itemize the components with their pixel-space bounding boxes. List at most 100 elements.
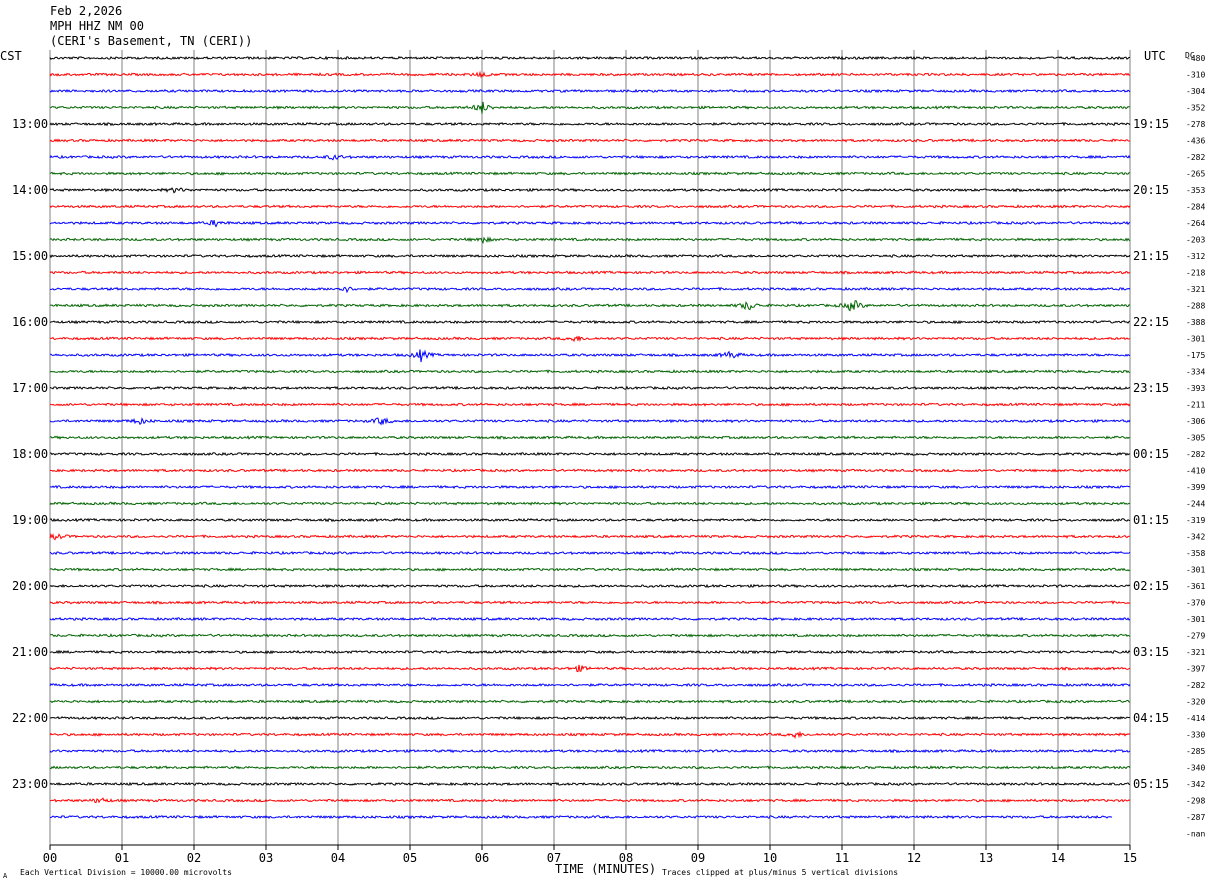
utc-label: 01:15 — [1133, 513, 1169, 527]
trace-34 — [49, 616, 1131, 622]
dc-offset: -342 — [1186, 533, 1205, 542]
trace-4 — [49, 121, 1131, 127]
trace-21 — [49, 402, 1131, 407]
dc-offset: -298 — [1186, 797, 1205, 806]
x-tick-label: 06 — [475, 851, 489, 865]
trace-5 — [49, 138, 1131, 143]
cst-label: 18:00 — [12, 447, 48, 461]
trace-37 — [49, 664, 1131, 673]
header-station: MPH HHZ NM 00 — [50, 19, 144, 33]
minute-gridlines — [49, 50, 1131, 850]
trace-9 — [49, 204, 1131, 209]
cst-label: 23:00 — [12, 777, 48, 791]
dc-offset: -388 — [1186, 318, 1205, 327]
x-tick-label: 15 — [1123, 851, 1137, 865]
x-tick-label: 00 — [43, 851, 57, 865]
dc-offset: -436 — [1186, 137, 1205, 146]
dc-offset: -304 — [1186, 87, 1205, 96]
trace-11 — [49, 236, 1131, 244]
trace-20 — [49, 385, 1131, 391]
trace-0 — [49, 55, 1131, 61]
trace-7 — [50, 171, 1131, 176]
dc-offset: -279 — [1186, 632, 1205, 641]
utc-label: 20:15 — [1133, 183, 1169, 197]
dc-offset: -321 — [1186, 285, 1205, 294]
cst-label: 14:00 — [12, 183, 48, 197]
cst-label: 16:00 — [12, 315, 48, 329]
trace-18 — [50, 349, 1131, 363]
utc-label: 03:15 — [1133, 645, 1169, 659]
dc-offset: -203 — [1186, 236, 1205, 245]
trace-23 — [49, 435, 1131, 440]
dc-offset: -175 — [1186, 351, 1205, 360]
trace-17 — [49, 335, 1131, 343]
dc-offset: -282 — [1186, 153, 1205, 162]
dc-offset: -282 — [1186, 681, 1205, 690]
dc-offset: -306 — [1186, 417, 1205, 426]
x-tick-label: 14 — [1051, 851, 1065, 865]
dc-offset: -288 — [1186, 302, 1205, 311]
utc-label: 00:15 — [1133, 447, 1169, 461]
trace-10 — [49, 220, 1131, 228]
dc-offset: -330 — [1186, 731, 1205, 740]
trace-2 — [49, 88, 1131, 94]
trace-12 — [49, 253, 1131, 259]
dc-offset: -301 — [1186, 566, 1205, 575]
x-tick-labels: 00 01 02 03 04 05 06 07 08 09 10 11 12 13 14 15 — [43, 851, 1137, 865]
x-tick-label: 01 — [115, 851, 129, 865]
dc-offset: -211 — [1186, 401, 1205, 410]
scale-note: Each Vertical Division = 10000.00 microv… — [20, 868, 232, 877]
trace-35 — [49, 633, 1131, 638]
trace-3 — [49, 101, 1131, 114]
trace-36 — [49, 649, 1131, 655]
dc-offset: -282 — [1186, 450, 1205, 459]
dc-offset: -244 — [1186, 500, 1205, 509]
trace-43 — [49, 765, 1131, 770]
dc-offset: -352 — [1186, 104, 1205, 113]
dc-offset: -334 — [1186, 368, 1205, 377]
trace-42 — [49, 748, 1131, 754]
dc-offset: -305 — [1186, 434, 1205, 443]
dc-offset: -319 — [1186, 516, 1205, 525]
dc-offset: -285 — [1186, 747, 1205, 756]
cst-label: 19:00 — [12, 513, 48, 527]
trace-19 — [49, 369, 1131, 374]
x-axis-title: TIME (MINUTES) — [555, 862, 656, 876]
trace-28 — [49, 517, 1131, 523]
cst-label: 22:00 — [12, 711, 48, 725]
trace-44 — [49, 781, 1131, 787]
dc-offset: -399 — [1186, 483, 1205, 492]
dc-offset: -480 — [1186, 54, 1205, 63]
dc-offset: -310 — [1186, 71, 1205, 80]
x-tick-label: 02 — [187, 851, 201, 865]
dc-offset: -278 — [1186, 120, 1205, 129]
dc-offset: -358 — [1186, 549, 1205, 558]
utc-label: 21:15 — [1133, 249, 1169, 263]
trace-13 — [49, 270, 1131, 275]
dc-offset: -340 — [1186, 764, 1205, 773]
trace-33 — [49, 600, 1131, 605]
dc-offset: -361 — [1186, 582, 1205, 591]
trace-24 — [49, 451, 1131, 457]
dc-offset: -321 — [1186, 648, 1205, 657]
corner-mark: A — [3, 872, 8, 880]
cst-label: 17:00 — [12, 381, 48, 395]
trace-40 — [49, 715, 1131, 721]
dc-offset: -353 — [1186, 186, 1205, 195]
left-timezone-label: CST — [0, 49, 22, 63]
trace-14 — [49, 286, 1131, 294]
dc-offset: -287 — [1186, 813, 1205, 822]
dc-offset: -301 — [1186, 615, 1205, 624]
utc-label: 22:15 — [1133, 315, 1169, 329]
header-date: Feb 2,2026 — [50, 4, 122, 18]
dc-offset: -218 — [1186, 269, 1205, 278]
dc-offset: -397 — [1186, 665, 1205, 674]
dc-offset-labels: -480 -310 -304 -352 -278 -436 -282 -265 -353 -284… — [1186, 54, 1205, 839]
trace-26 — [49, 484, 1131, 490]
x-tick-label: 11 — [835, 851, 849, 865]
cst-label: 20:00 — [12, 579, 48, 593]
trace-8 — [49, 187, 1131, 194]
utc-label: 23:15 — [1133, 381, 1169, 395]
x-tick-label: 13 — [979, 851, 993, 865]
